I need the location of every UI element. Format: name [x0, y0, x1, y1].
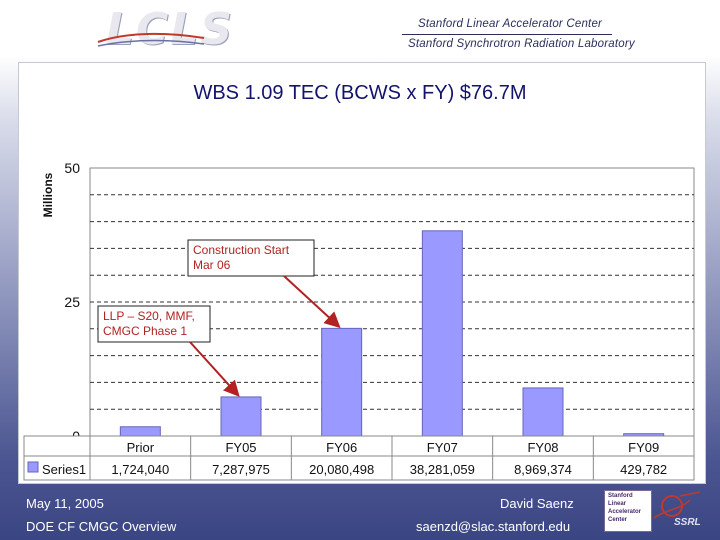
badge-line: Stanford	[608, 493, 633, 499]
y-tick-label: 50	[64, 160, 80, 176]
org-slac-name: Stanford Linear Accelerator Center	[418, 18, 603, 30]
legend-swatch	[27, 461, 39, 473]
badge-line: Accelerator	[608, 509, 642, 515]
badge-line: Center	[608, 517, 628, 523]
footer-email[interactable]: saenzd@slac.stanford.edu	[416, 519, 571, 534]
x-tick-label: FY06	[326, 440, 357, 455]
bar-prior	[119, 426, 161, 437]
y-tick-label: 25	[64, 294, 80, 310]
data-value-label: 38,281,059	[410, 462, 475, 477]
chart-title: WBS 1.09 TEC (BCWS x FY) $76.7M	[193, 82, 527, 104]
slac-badge-logo: Stanford Linear Accelerator Center	[604, 490, 652, 532]
data-value-label: 1,724,040	[111, 462, 169, 477]
data-value-label: 7,287,975	[212, 462, 270, 477]
logo-swoosh-icon	[97, 32, 205, 47]
annotation-arrow	[283, 275, 341, 329]
header-bar: LCLS Stanford Linear Accelerator Center …	[0, 0, 720, 58]
annotation-text: LLP – S20, MMF,	[103, 309, 195, 323]
ssrl-ring-icon	[653, 491, 701, 519]
lcls-logo: LCLS	[106, 4, 235, 55]
ssrl-tag: SSRL	[674, 517, 701, 528]
x-tick-label: FY07	[427, 440, 458, 455]
footer-date: May 11, 2005	[26, 496, 104, 511]
annotation-box	[187, 239, 315, 277]
data-value-label: 429,782	[620, 462, 667, 477]
annotation-text: Mar 06	[193, 258, 231, 272]
badge-line: Linear	[608, 501, 627, 507]
annotation-box	[97, 305, 211, 343]
x-tick-label: FY08	[527, 440, 558, 455]
annotation-text: CMGC Phase 1	[103, 324, 187, 338]
bar-fy06	[321, 327, 363, 437]
bar-fy07	[421, 230, 463, 437]
annotation-arrow	[189, 341, 240, 397]
x-tick-label: FY05	[225, 440, 256, 455]
y-axis-label: Millions	[41, 172, 55, 217]
org-ssrl-name: Stanford Synchrotron Radiation Laborator…	[408, 38, 635, 50]
bar-fy08	[522, 387, 564, 437]
annotation-text: Construction Start	[193, 243, 290, 257]
legend-label: Series1	[42, 462, 86, 477]
x-tick-label: Prior	[127, 440, 155, 455]
data-value-label: 20,080,498	[309, 462, 374, 477]
bar-fy05	[220, 396, 262, 437]
org-divider	[402, 34, 612, 35]
footer-presenter: David Saenz	[500, 496, 574, 511]
footer-subtitle: DOE CF CMGC Overview	[26, 519, 177, 534]
x-tick-label: FY09	[628, 440, 659, 455]
data-value-label: 8,969,374	[514, 462, 572, 477]
